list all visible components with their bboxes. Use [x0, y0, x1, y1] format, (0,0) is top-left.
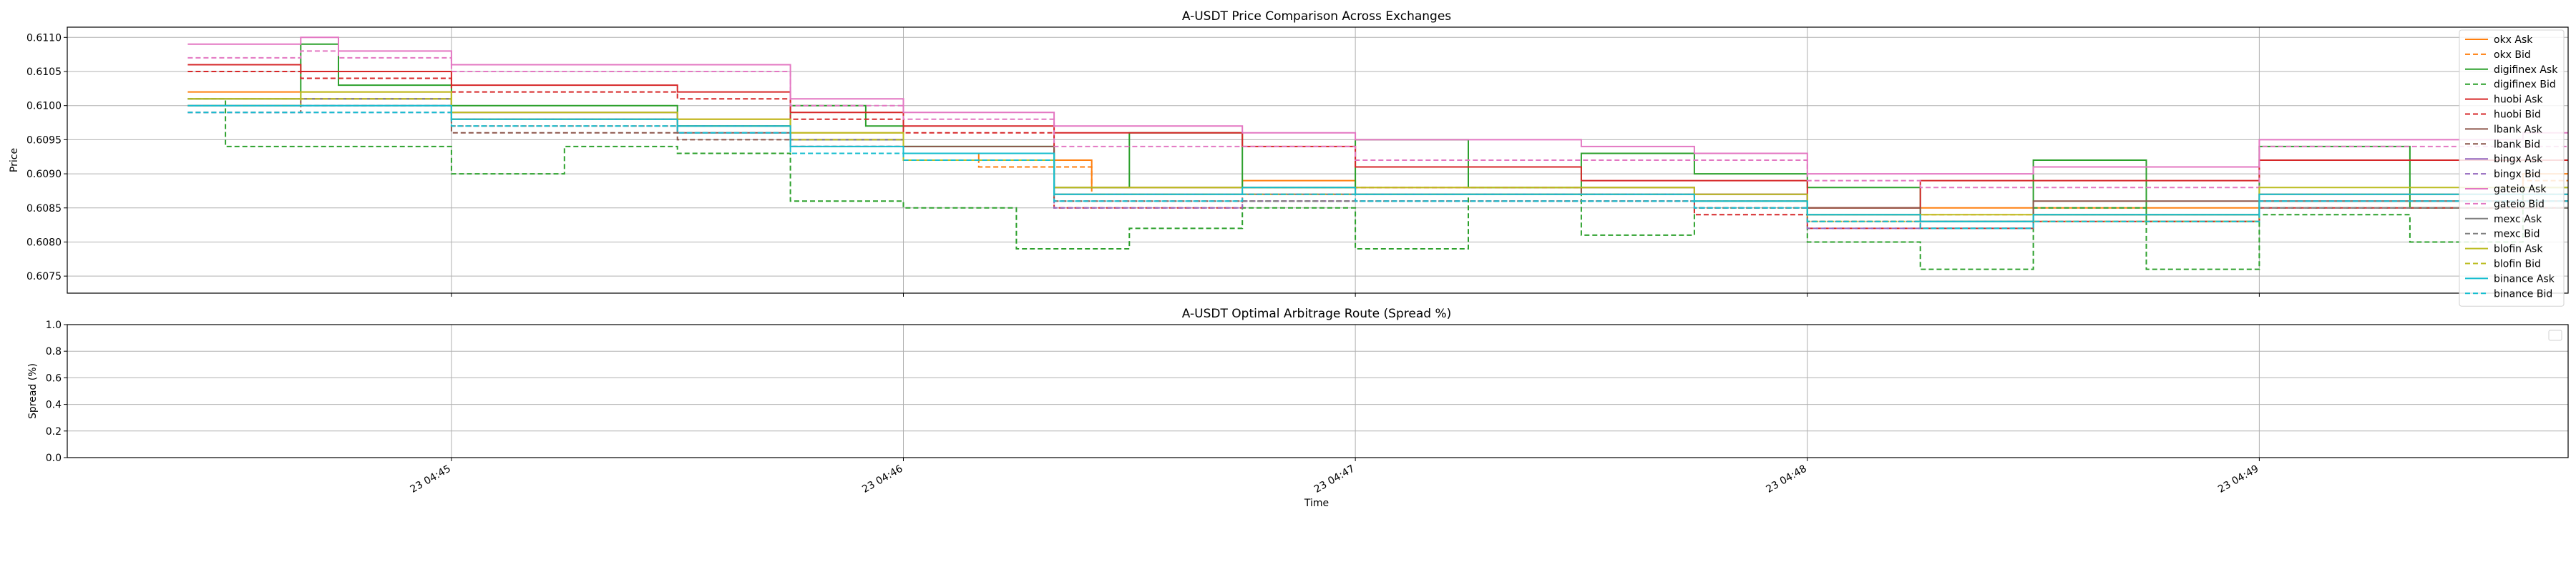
price-y-tick-label: 0.6075: [26, 271, 62, 282]
spread-y-tick-label: 0.6: [46, 373, 62, 384]
legend-label: lbank Bid: [2494, 139, 2540, 150]
spread-grid: [67, 324, 2568, 458]
legend-label: binance Ask: [2494, 273, 2555, 285]
legend-label: mexc Bid: [2494, 229, 2540, 240]
series-line-bingx-ask: [187, 104, 2568, 222]
spread-plot-frame: [67, 324, 2569, 458]
price-y-tick-label: 0.6090: [26, 169, 62, 180]
spread-x-ticks: 23 04:45 23 04:46 23 04:47 23 04:48 23 04:49: [409, 458, 2260, 495]
spread-x-tick-label: 23 04:47: [1312, 463, 1357, 495]
spread-y-tick-label: 1.0: [46, 320, 62, 331]
legend-label: bingx Bid: [2494, 169, 2541, 180]
spread-y-tick-label: 0.2: [46, 426, 62, 438]
price-x-ticks: [451, 293, 2260, 297]
price-lines: [187, 36, 2568, 270]
spread-y-ticks: 0.0 0.2 0.4 0.6 0.8 1.0: [46, 320, 67, 464]
price-grid: [67, 27, 2568, 293]
price-panel: A-USDT Price Comparison Across Exchanges…: [9, 9, 2569, 307]
series-line-okx-ask: [187, 91, 2568, 209]
price-y-tick-label: 0.6105: [26, 66, 62, 78]
spread-y-tick-label: 0.0: [46, 453, 62, 464]
legend-label: gateio Bid: [2494, 199, 2545, 210]
price-y-tick-label: 0.6095: [26, 134, 62, 146]
series-line-blofin-ask: [187, 91, 2568, 216]
legend-label: blofin Ask: [2494, 244, 2543, 255]
series-line-gateio-bid: [187, 50, 2568, 189]
price-legend: okx Ask okx Bid digifinex Ask digifinex Bid…: [2459, 29, 2565, 307]
series-line-huobi-bid: [187, 71, 2568, 230]
legend-label: bingx Ask: [2494, 154, 2543, 165]
price-y-tick-label: 0.6110: [26, 32, 62, 44]
spread-y-tick-label: 0.8: [46, 346, 62, 358]
legend-label: mexc Ask: [2494, 214, 2542, 225]
price-plot-frame: [67, 26, 2569, 294]
legend-label: digifinex Ask: [2494, 64, 2558, 76]
spread-empty-legend: [2548, 330, 2562, 341]
spread-panel: A-USDT Optimal Arbitrage Route (Spread %…: [27, 307, 2569, 509]
price-y-tick-label: 0.6085: [26, 203, 62, 214]
legend-label: binance Bid: [2494, 288, 2552, 300]
spread-x-tick-label: 23 04:45: [409, 463, 453, 495]
spread-x-tick-label: 23 04:46: [860, 463, 904, 495]
series-line-binance-bid: [187, 112, 2568, 230]
spread-y-label: Spread (%): [27, 363, 39, 419]
series-line-huobi-ask: [187, 64, 2568, 209]
price-chart-title: A-USDT Price Comparison Across Exchanges: [1182, 9, 1451, 24]
legend-label: lbank Ask: [2494, 124, 2543, 135]
spread-x-tick-label: 23 04:49: [2216, 463, 2260, 495]
series-line-lbank-ask: [187, 98, 2568, 222]
series-line-blofin-bid: [187, 98, 2568, 222]
spread-y-tick-label: 0.4: [46, 400, 62, 411]
spread-x-label: Time: [1304, 498, 1329, 509]
legend-label: gateio Ask: [2494, 184, 2547, 195]
legend-label: blofin Bid: [2494, 259, 2541, 270]
legend-label: huobi Ask: [2494, 94, 2543, 106]
price-y-tick-label: 0.6100: [26, 101, 62, 112]
legend-label: huobi Bid: [2494, 109, 2541, 121]
price-y-tick-label: 0.6080: [26, 237, 62, 248]
series-line-digifinex-bid: [187, 98, 2568, 270]
series-line-mexc-ask: [187, 98, 2568, 222]
legend-label: digifinex Bid: [2494, 79, 2556, 91]
price-y-label: Price: [9, 148, 20, 172]
legend-label: okx Ask: [2494, 34, 2533, 46]
series-line-binance-ask: [187, 104, 2568, 222]
price-y-ticks: 0.6075 0.6080 0.6085 0.6090 0.6095 0.6100 0.61…: [26, 32, 67, 282]
spread-chart-title: A-USDT Optimal Arbitrage Route (Spread %…: [1182, 307, 1451, 321]
series-line-bingx-bid: [187, 112, 2568, 230]
legend-label: okx Bid: [2494, 49, 2531, 61]
spread-x-tick-label: 23 04:48: [1765, 463, 1809, 495]
series-line-okx-bid: [187, 98, 2568, 216]
series-line-gateio-ask: [187, 36, 2568, 175]
